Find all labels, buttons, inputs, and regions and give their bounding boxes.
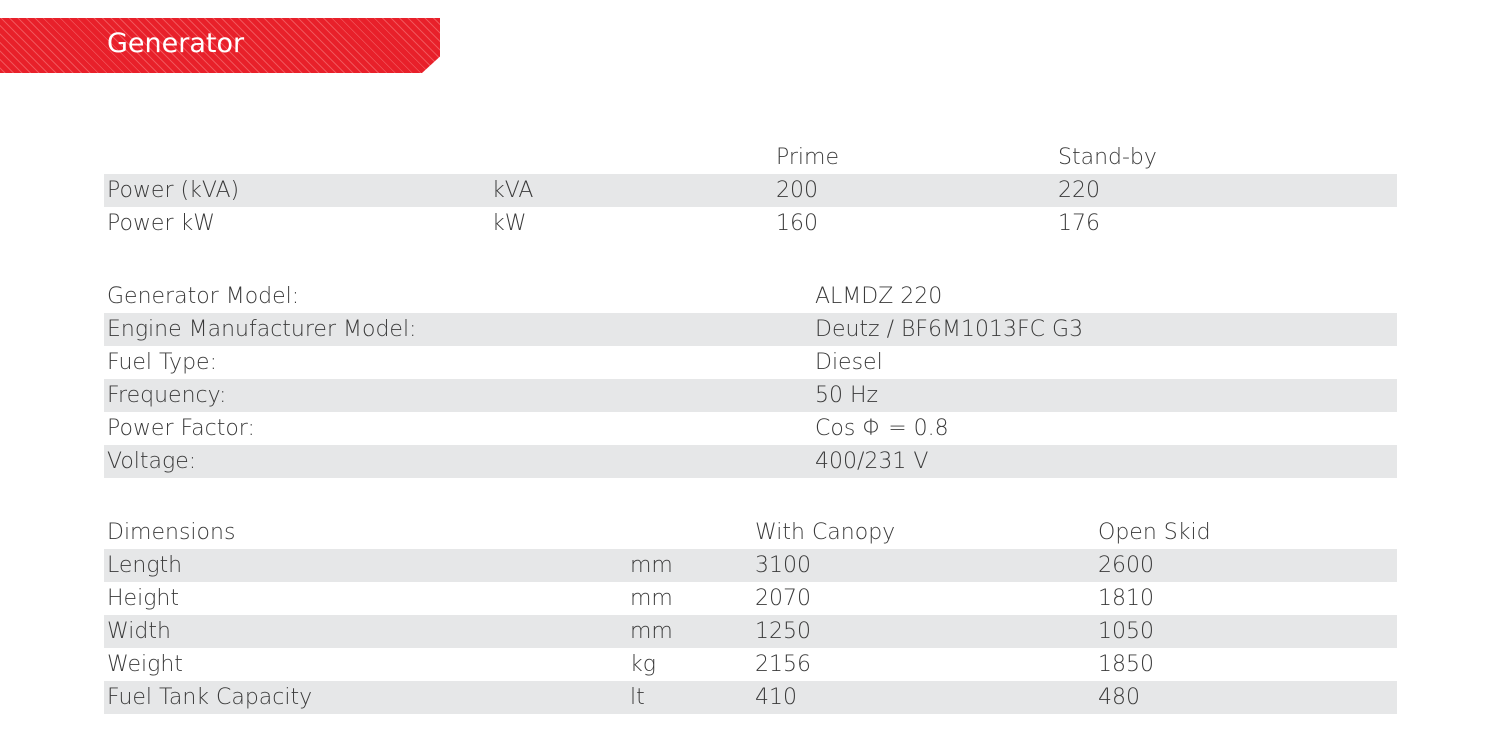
column-prime: Prime xyxy=(776,145,840,170)
row-label: Weight xyxy=(107,652,183,677)
section-banner: Generator xyxy=(0,18,440,73)
spec-row: Frequency: 50 Hz xyxy=(104,379,1397,412)
spec-value: 400/231 V xyxy=(815,449,929,474)
prime-value: 200 xyxy=(776,178,818,203)
row-unit: mm xyxy=(630,553,673,578)
canopy-value: 3100 xyxy=(755,553,811,578)
column-open-skid: Open Skid xyxy=(1098,520,1211,545)
column-with-canopy: With Canopy xyxy=(755,520,896,545)
specs-table: Generator Model: ALMDZ 220 Engine Manufac… xyxy=(104,280,1397,478)
dimensions-header-row: Dimensions With Canopy Open Skid xyxy=(104,516,1397,549)
row-unit: kVA xyxy=(492,178,534,203)
table-row: Fuel Tank Capacity lt 410 480 xyxy=(104,681,1397,714)
canopy-value: 2156 xyxy=(755,652,811,677)
spec-row: Engine Manufacturer Model: Deutz / BF6M10… xyxy=(104,313,1397,346)
power-header-row: Prime Stand-by xyxy=(104,141,1397,174)
row-label: Length xyxy=(107,553,183,578)
row-unit: kW xyxy=(492,211,527,236)
dimensions-table: Dimensions With Canopy Open Skid Length m… xyxy=(104,516,1397,714)
canopy-value: 1250 xyxy=(755,619,811,644)
row-unit: kg xyxy=(630,652,656,677)
spec-row: Generator Model: ALMDZ 220 xyxy=(104,280,1397,313)
canopy-value: 410 xyxy=(755,685,797,710)
section-title: Generator xyxy=(107,28,245,59)
column-standby: Stand-by xyxy=(1058,145,1157,170)
spec-row: Voltage: 400/231 V xyxy=(104,445,1397,478)
spec-value: Cos Φ = 0.8 xyxy=(815,416,949,441)
table-row: Weight kg 2156 1850 xyxy=(104,648,1397,681)
row-label: Height xyxy=(107,586,179,611)
row-unit: mm xyxy=(630,586,673,611)
table-row: Height mm 2070 1810 xyxy=(104,582,1397,615)
spec-value: Deutz / BF6M1013FC G3 xyxy=(815,317,1084,342)
row-label: Power kW xyxy=(107,211,216,236)
skid-value: 1050 xyxy=(1098,619,1154,644)
spec-label: Voltage: xyxy=(107,449,197,474)
spec-value: 50 Hz xyxy=(815,383,879,408)
spec-label: Frequency: xyxy=(107,383,227,408)
spec-label: Fuel Type: xyxy=(107,350,217,375)
skid-value: 1810 xyxy=(1098,586,1154,611)
table-row: Power kW kW 160 176 xyxy=(104,207,1397,240)
spec-label: Power Factor: xyxy=(107,416,255,441)
table-row: Power (kVA) kVA 200 220 xyxy=(104,174,1397,207)
spec-value: Diesel xyxy=(815,350,883,375)
row-label: Power (kVA) xyxy=(107,178,240,203)
standby-value: 220 xyxy=(1058,178,1100,203)
spec-row: Fuel Type: Diesel xyxy=(104,346,1397,379)
row-label: Fuel Tank Capacity xyxy=(107,685,313,710)
power-table: Prime Stand-by Power (kVA) kVA 200 220 P… xyxy=(104,141,1397,240)
canopy-value: 2070 xyxy=(755,586,811,611)
row-label: Width xyxy=(107,619,171,644)
table-row: Width mm 1250 1050 xyxy=(104,615,1397,648)
prime-value: 160 xyxy=(776,211,818,236)
row-unit: mm xyxy=(630,619,673,644)
standby-value: 176 xyxy=(1058,211,1100,236)
table-row: Length mm 3100 2600 xyxy=(104,549,1397,582)
spec-row: Power Factor: Cos Φ = 0.8 xyxy=(104,412,1397,445)
dimensions-heading: Dimensions xyxy=(107,520,236,545)
row-unit: lt xyxy=(630,685,645,710)
spec-value: ALMDZ 220 xyxy=(815,284,943,309)
skid-value: 2600 xyxy=(1098,553,1154,578)
skid-value: 1850 xyxy=(1098,652,1154,677)
spec-label: Generator Model: xyxy=(107,284,300,309)
spec-label: Engine Manufacturer Model: xyxy=(107,317,417,342)
skid-value: 480 xyxy=(1098,685,1140,710)
